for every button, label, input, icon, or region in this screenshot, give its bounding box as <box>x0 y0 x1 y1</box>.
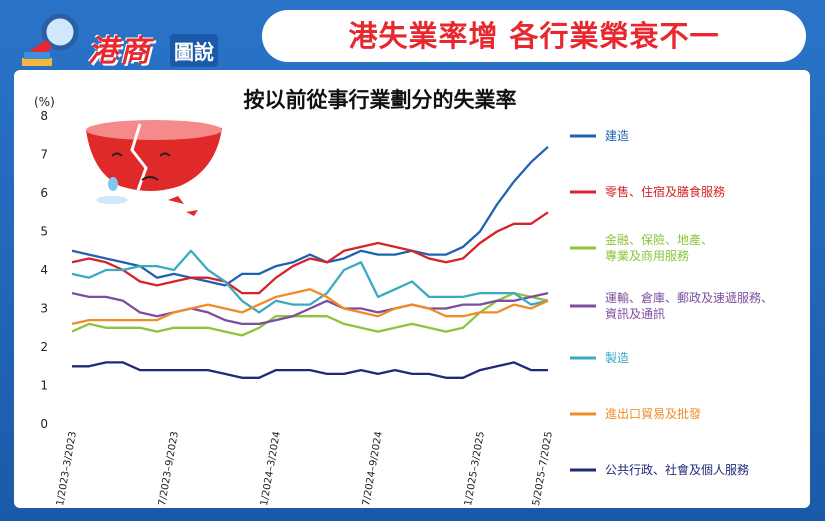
y-tick-label: 8 <box>40 109 48 123</box>
x-tick-label: 7/2023–9/2023 <box>157 431 181 507</box>
headline: 港失業率增 各行業榮衰不一 <box>262 10 806 62</box>
x-tick-label: 7/2024–9/2024 <box>361 431 385 507</box>
y-tick-label: 0 <box>40 417 48 431</box>
magnifier-icon <box>22 13 79 66</box>
logo-subtitle: 圖說 <box>170 34 218 67</box>
series-line-0 <box>71 145 549 287</box>
y-tick-label: 5 <box>40 225 48 239</box>
broken-bowl-icon <box>86 120 222 216</box>
x-tick-label: 5/2025–7/2025 <box>531 431 555 507</box>
series-line-2 <box>71 291 549 337</box>
legend-label-0: 建造 <box>605 129 629 143</box>
legend-label-3: 運輸、倉庫、郵政及速遞服務、資訊及通訊 <box>605 290 773 321</box>
chart-title: 按以前從事行業劃分的失業率 <box>243 88 517 112</box>
legend-label-1: 零售、住宿及膳食服務 <box>605 184 725 199</box>
series-line-1 <box>71 211 549 295</box>
y-tick-label: 6 <box>40 186 48 200</box>
logo-word: 港商 <box>88 34 152 69</box>
y-tick-label: 4 <box>40 263 48 277</box>
y-tick-label: 2 <box>40 340 48 354</box>
y-tick-label: 1 <box>40 379 48 393</box>
logo: 港商 圖說 <box>18 10 228 72</box>
series-line-4 <box>71 249 549 314</box>
x-tick-label: 1/2025–3/2025 <box>463 431 487 507</box>
y-tick-label: 7 <box>40 148 48 162</box>
series-line-5 <box>71 288 549 326</box>
legend-label-4: 製造 <box>605 351 629 365</box>
x-tick-label: 1/2023–3/2023 <box>55 431 79 507</box>
series-line-3 <box>71 291 549 326</box>
legend-label-5: 進出口貿易及批發 <box>605 406 701 421</box>
legend-label-6: 公共行政、社會及個人服務 <box>605 462 749 477</box>
legend-label-2: 金融、保險、地產、專業及商用服務 <box>605 232 713 263</box>
y-axis-unit-label: (%) <box>34 95 55 109</box>
y-tick-label: 3 <box>40 302 48 316</box>
series-line-6 <box>72 361 548 379</box>
x-tick-label: 1/2024–3/2024 <box>259 431 283 507</box>
